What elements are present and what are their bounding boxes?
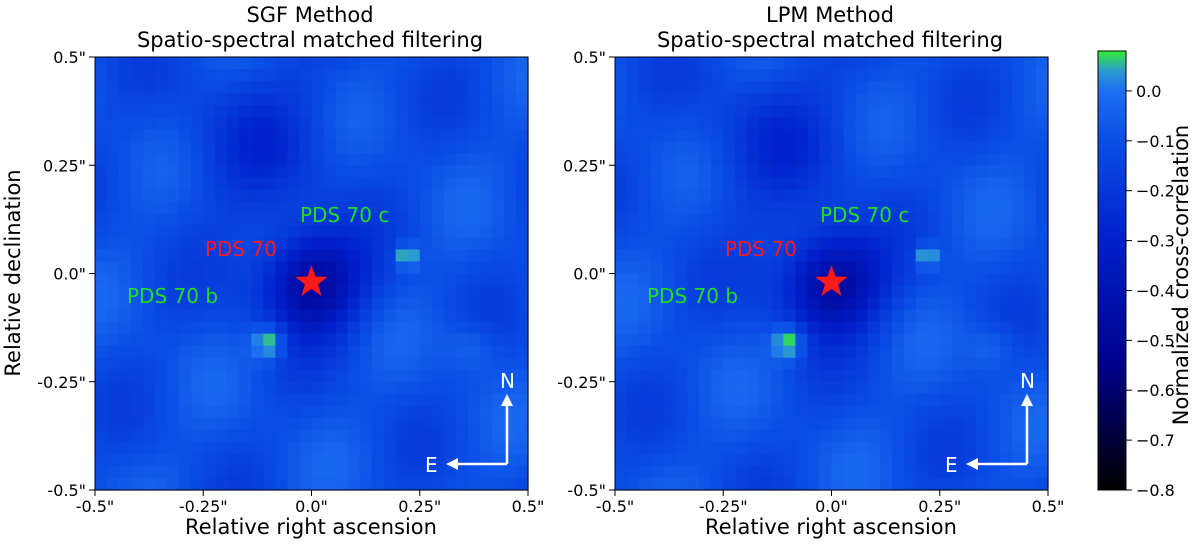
colorbar-gradient (1097, 50, 1127, 491)
y-tick-label: -0.5" (47, 481, 86, 500)
x-tick-label: -0.25" (699, 497, 748, 516)
title-line1-right: LPM Method (766, 3, 894, 27)
title-line2-right: Spatio-spectral matched filtering (657, 28, 1003, 52)
compass-east-label: E (425, 453, 438, 477)
x-tick-label: 0.25" (918, 497, 961, 516)
title-line2-left: Spatio-spectral matched filtering (137, 28, 483, 52)
label-pds70c-left: PDS 70 c (300, 203, 389, 227)
colorbar: 0.0 −0.1 −0.2 −0.3 −0.4 −0.5 −0.6 −0.7 −0.8 Norm… (1097, 50, 1193, 500)
star-marker-right (815, 265, 848, 296)
x-tick-label: 0.0" (295, 497, 328, 516)
colorbar-tick-label: −0.7 (1136, 431, 1175, 450)
colorbar-tick-label: −0.3 (1136, 232, 1175, 251)
y-tick-label: 0.0" (53, 265, 86, 284)
colorbar-tick-label: −0.8 (1136, 481, 1175, 500)
x-tick-label: -0.25" (179, 497, 228, 516)
label-pds70c-right: PDS 70 c (820, 203, 909, 227)
heatmap-left (95, 57, 529, 491)
compass-north-label: N (500, 369, 515, 393)
y-axis-label-left: Relative declination (1, 169, 25, 376)
compass-north-label: N (1020, 369, 1035, 393)
y-tick-label: -0.5" (567, 481, 606, 500)
x-tick-label: 0.0" (815, 497, 848, 516)
east-arrowhead (966, 458, 978, 470)
y-tick-label: 0.0" (573, 265, 606, 284)
heatmap-right (615, 57, 1049, 491)
panel-left: SGF Method Spatio-spectral matched filte… (1, 3, 544, 539)
panel-right: LPM Method Spatio-spectral matched filte… (557, 3, 1064, 539)
north-arrowhead (501, 394, 513, 406)
y-ticks-right: 0.5" 0.25" 0.0" -0.25" -0.5" (557, 48, 615, 500)
y-tick-label: 0.25" (563, 156, 606, 175)
label-pds70-right: PDS 70 (725, 237, 797, 261)
x-tick-label: 0.5" (1032, 497, 1065, 516)
colorbar-tick-label: −0.4 (1136, 281, 1175, 300)
label-pds70b-right: PDS 70 b (647, 284, 738, 308)
colorbar-tick-label: 0.0 (1136, 82, 1161, 101)
x-tick-label: 0.25" (398, 497, 441, 516)
east-arrowhead (446, 458, 458, 470)
y-tick-label: -0.25" (557, 373, 606, 392)
star-marker-left (295, 265, 328, 296)
colorbar-tick-label: −0.5 (1136, 331, 1175, 350)
colorbar-label: Normalized cross-correlation (1169, 125, 1193, 425)
compass-left: N E (425, 369, 515, 477)
north-arrowhead (1021, 394, 1033, 406)
y-ticks-left: 0.5" 0.25" 0.0" -0.25" -0.5" (37, 48, 95, 500)
colorbar-ticks: 0.0 −0.1 −0.2 −0.3 −0.4 −0.5 −0.6 −0.7 −0.8 (1126, 82, 1175, 500)
y-tick-label: 0.5" (53, 48, 86, 67)
y-tick-label: 0.5" (573, 48, 606, 67)
x-axis-label-left: Relative right ascension (185, 515, 437, 539)
label-pds70-left: PDS 70 (205, 237, 277, 261)
label-pds70b-left: PDS 70 b (127, 284, 218, 308)
y-tick-label: 0.25" (43, 156, 86, 175)
x-tick-label: 0.5" (512, 497, 545, 516)
x-ticks-right: -0.5" -0.25" 0.0" 0.25" 0.5" (596, 490, 1065, 516)
compass-east-label: E (945, 453, 958, 477)
x-ticks-left: -0.5" -0.25" 0.0" 0.25" 0.5" (76, 490, 545, 516)
title-line1-left: SGF Method (246, 3, 373, 27)
x-tick-label: -0.5" (596, 497, 635, 516)
compass-right: N E (945, 369, 1035, 477)
colorbar-tick-label: −0.2 (1136, 182, 1175, 201)
x-tick-label: -0.5" (76, 497, 115, 516)
colorbar-tick-label: −0.1 (1136, 132, 1175, 151)
x-axis-label-right: Relative right ascension (705, 515, 957, 539)
colorbar-tick-label: −0.6 (1136, 381, 1175, 400)
y-tick-label: -0.25" (37, 373, 86, 392)
